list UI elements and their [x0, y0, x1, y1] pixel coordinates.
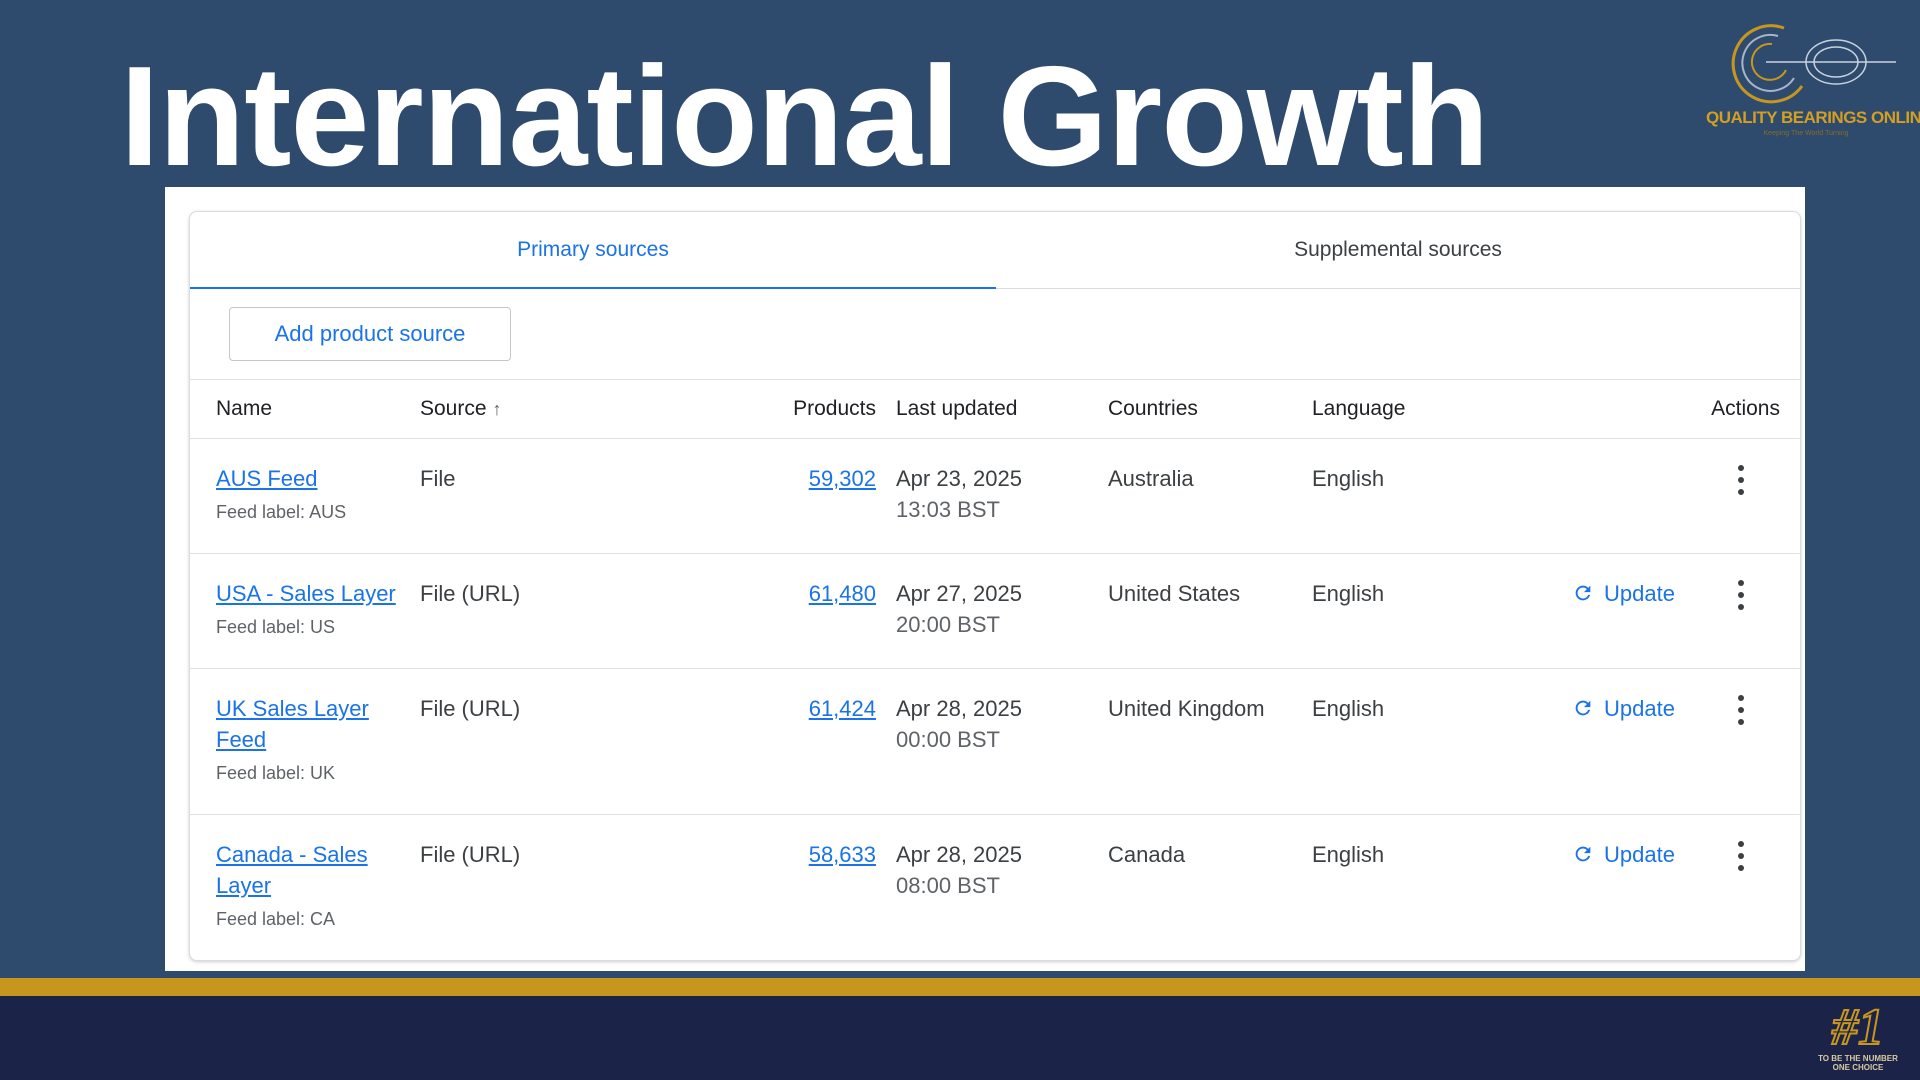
header-source-label: Source: [420, 397, 487, 420]
source-cell: File (URL): [420, 842, 521, 867]
update-label: Update: [1604, 581, 1675, 606]
last-updated-cell: Apr 27, 2025 20:00 BST: [896, 578, 1022, 640]
table-row: AUS Feed Feed label: AUS File 59,302 Apr…: [190, 439, 1800, 554]
products-count-link[interactable]: 59,302: [808, 466, 876, 491]
header-last-updated[interactable]: Last updated: [896, 397, 1018, 420]
more-options-icon[interactable]: [1726, 839, 1756, 873]
update-button[interactable]: Update: [1572, 839, 1675, 870]
updated-date: Apr 28, 2025: [896, 842, 1022, 867]
name-cell: UK Sales Layer Feed Feed label: UK: [216, 693, 386, 785]
header-actions: Actions: [1711, 397, 1780, 420]
number-one-badge: #1 TO BE THE NUMBER ONE CHOICE: [1818, 999, 1898, 1076]
table-row: Canada - Sales Layer Feed label: CA File…: [190, 815, 1800, 960]
refresh-icon: [1575, 846, 1591, 862]
feed-label: Feed label: US: [216, 617, 336, 637]
bearing-logo-icon: [1731, 24, 1896, 104]
table-row: USA - Sales Layer Feed label: US File (U…: [190, 554, 1800, 669]
feed-name-link[interactable]: AUS Feed: [216, 466, 318, 491]
source-tabs: Primary sources Supplemental sources: [190, 212, 1800, 289]
logo-tagline: Keeping The World Turning: [1763, 130, 1849, 137]
updated-time: 00:00 BST: [896, 727, 1000, 752]
source-cell: File: [420, 466, 456, 491]
language-cell: English: [1312, 842, 1385, 867]
products-count-link[interactable]: 61,424: [808, 696, 876, 721]
header-products[interactable]: Products: [793, 397, 876, 420]
tab-primary-sources[interactable]: Primary sources: [517, 238, 669, 261]
more-options-icon[interactable]: [1726, 578, 1756, 612]
active-tab-indicator: [190, 287, 996, 289]
updated-date: Apr 27, 2025: [896, 581, 1022, 606]
products-cell: 59,302: [642, 463, 876, 494]
name-cell: Canada - Sales Layer Feed label: CA: [216, 839, 386, 931]
name-cell: USA - Sales Layer Feed label: US: [216, 578, 416, 639]
update-button[interactable]: Update: [1572, 578, 1675, 609]
update-button[interactable]: Update: [1572, 693, 1675, 724]
last-updated-cell: Apr 28, 2025 00:00 BST: [896, 693, 1022, 755]
slide-title: International Growth: [120, 37, 1489, 196]
header-countries[interactable]: Countries: [1108, 397, 1198, 420]
product-sources-card: Primary sources Supplemental sources Add…: [189, 211, 1801, 961]
products-cell: 58,633: [642, 839, 876, 870]
products-cell: 61,424: [642, 693, 876, 724]
header-source[interactable]: Source ↑: [420, 380, 502, 438]
country-cell: Australia: [1108, 466, 1194, 491]
more-options-icon[interactable]: [1726, 463, 1756, 497]
refresh-icon: [1575, 585, 1591, 601]
feed-name-link[interactable]: USA - Sales Layer: [216, 581, 396, 606]
badge-text: TO BE THE NUMBER ONE CHOICE: [1818, 1054, 1898, 1072]
updated-time: 08:00 BST: [896, 873, 1000, 898]
gold-divider-bar: [0, 978, 1920, 996]
refresh-icon: [1575, 700, 1591, 716]
source-cell: File (URL): [420, 581, 521, 606]
toolbar: Add product source: [190, 289, 1800, 380]
feed-label: Feed label: CA: [216, 909, 336, 929]
header-language[interactable]: Language: [1312, 397, 1406, 420]
updated-date: Apr 28, 2025: [896, 696, 1022, 721]
country-cell: United States: [1108, 581, 1241, 606]
products-count-link[interactable]: 58,633: [808, 842, 876, 867]
last-updated-cell: Apr 23, 2025 13:03 BST: [896, 463, 1022, 525]
arrow-up-icon: ↑: [492, 399, 502, 419]
table-header: Name Source ↑ Products Last updated Count…: [190, 380, 1800, 439]
products-cell: 61,480: [642, 578, 876, 609]
feed-label: Feed label: AUS: [216, 502, 347, 522]
updated-time: 13:03 BST: [896, 497, 1000, 522]
badge-number: #1: [1831, 999, 1885, 1056]
update-label: Update: [1604, 696, 1675, 721]
tab-supplemental-sources[interactable]: Supplemental sources: [1294, 238, 1502, 261]
logo-name: QUALITY BEARINGS ONLINE: [1706, 108, 1920, 127]
feed-name-link[interactable]: Canada - Sales Layer: [216, 842, 368, 898]
country-cell: United Kingdom: [1108, 696, 1265, 721]
language-cell: English: [1312, 466, 1385, 491]
feed-label: Feed label: UK: [216, 763, 336, 783]
footer-bar: [0, 996, 1920, 1080]
products-count-link[interactable]: 61,480: [808, 581, 876, 606]
header-name[interactable]: Name: [216, 397, 273, 420]
updated-time: 20:00 BST: [896, 612, 1000, 637]
more-options-icon[interactable]: [1726, 693, 1756, 727]
feed-name-link[interactable]: UK Sales Layer Feed: [216, 696, 369, 752]
update-label: Update: [1604, 842, 1675, 867]
name-cell: AUS Feed Feed label: AUS: [216, 463, 406, 524]
table-row: UK Sales Layer Feed Feed label: UK File …: [190, 669, 1800, 815]
country-cell: Canada: [1108, 842, 1186, 867]
updated-date: Apr 23, 2025: [896, 466, 1022, 491]
add-product-source-button[interactable]: Add product source: [229, 307, 511, 361]
source-cell: File (URL): [420, 696, 521, 721]
company-logo: QUALITY BEARINGS ONLINE Keeping The Worl…: [1706, 18, 1920, 148]
language-cell: English: [1312, 581, 1385, 606]
merchant-center-screenshot: Primary sources Supplemental sources Add…: [165, 187, 1805, 971]
language-cell: English: [1312, 696, 1385, 721]
last-updated-cell: Apr 28, 2025 08:00 BST: [896, 839, 1022, 901]
